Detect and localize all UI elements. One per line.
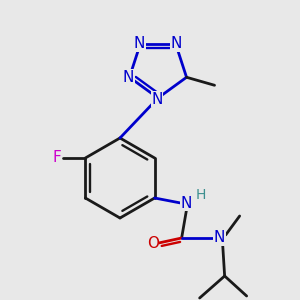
Text: N: N <box>181 196 192 211</box>
Text: N: N <box>151 92 163 106</box>
Text: F: F <box>53 151 62 166</box>
Text: O: O <box>147 236 159 250</box>
Text: N: N <box>134 36 145 51</box>
Text: N: N <box>171 36 182 51</box>
Text: N: N <box>214 230 225 245</box>
Text: H: H <box>196 188 206 202</box>
Text: N: N <box>123 70 134 85</box>
